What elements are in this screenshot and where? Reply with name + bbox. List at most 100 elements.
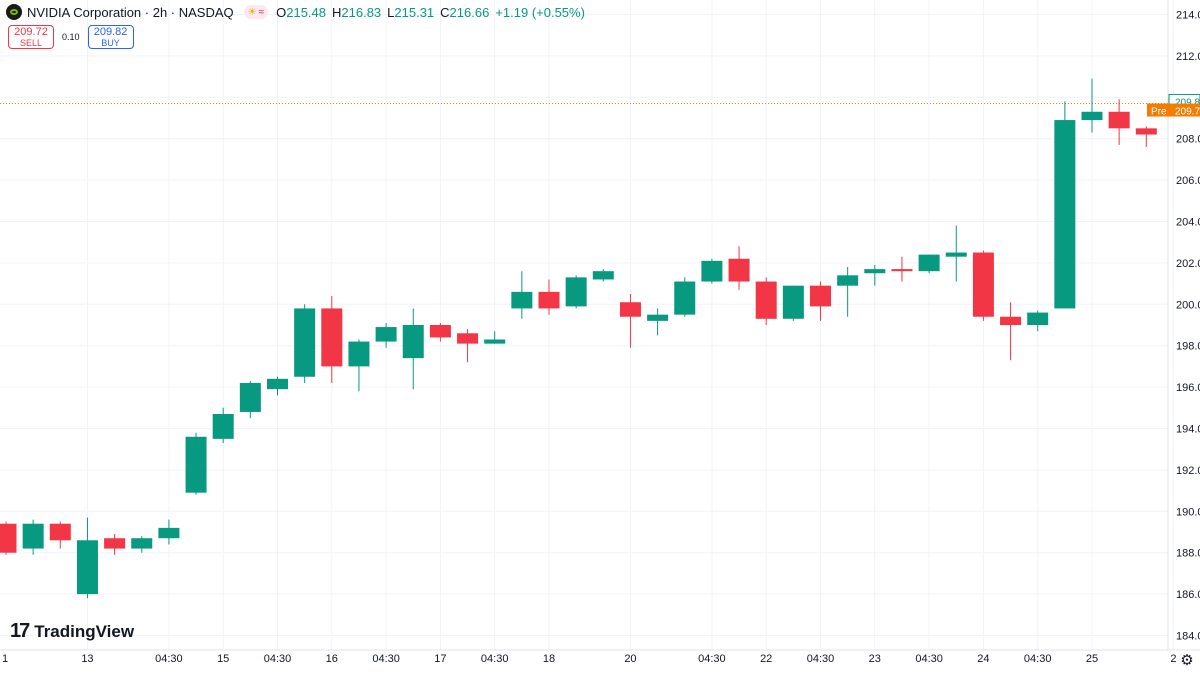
x-tick-label: 22 <box>760 653 772 665</box>
candle-body <box>1000 316 1022 325</box>
candle-body <box>538 291 560 309</box>
sell-button[interactable]: 209.72 SELL <box>8 25 54 49</box>
candle-body <box>565 277 587 307</box>
candle-body <box>185 436 207 493</box>
x-tick-label: 04:30 <box>1024 653 1052 665</box>
sell-label: SELL <box>19 37 43 48</box>
candle-body <box>1108 111 1130 129</box>
y-tick-label: 192.0 <box>1176 465 1200 477</box>
x-tick-label: 04:30 <box>155 653 183 665</box>
buy-price: 209.82 <box>93 25 128 38</box>
price-change: +1.19 (+0.55%) <box>495 4 585 20</box>
wave-icon: ≈ <box>258 6 265 18</box>
candle-body <box>1135 128 1157 135</box>
candle-body <box>1054 120 1076 309</box>
candle-body <box>918 254 940 272</box>
candle-body <box>647 314 669 321</box>
tradingview-logo-icon: 17 <box>10 620 30 642</box>
candle-body <box>837 275 859 286</box>
ohlc-values: O215.48 H216.83 L215.31 C216.66 +1.19 (+… <box>276 5 585 20</box>
y-tick-label: 198.0 <box>1176 341 1200 353</box>
candle-body <box>1081 111 1103 121</box>
y-tick-label: 206.0 <box>1176 175 1200 187</box>
x-tick-label: 04:30 <box>915 653 943 665</box>
tradingview-logo-text: TradingView <box>34 621 135 641</box>
candle-body <box>511 291 533 309</box>
candle-body <box>457 333 479 344</box>
candle-body <box>131 538 153 549</box>
candle-body <box>972 252 994 317</box>
x-tick-label: 15 <box>217 653 229 665</box>
candle-body <box>891 269 913 272</box>
candle-body <box>755 281 777 319</box>
pre-market-price-label: 209.7 <box>1175 107 1200 118</box>
candle-body <box>484 339 506 344</box>
y-tick-label: 194.0 <box>1176 424 1200 436</box>
market-status-badge[interactable]: ☀ ≈ <box>243 5 269 19</box>
nvidia-logo-icon <box>6 4 22 20</box>
ohlc-low: L215.31 <box>387 4 435 20</box>
candle-body <box>674 281 696 315</box>
tradingview-watermark[interactable]: 17 TradingView <box>10 620 134 643</box>
candle-body <box>294 308 316 377</box>
candle-body <box>701 260 723 282</box>
x-tick-label: 20 <box>624 653 636 665</box>
candle-body <box>810 285 831 307</box>
pre-market-badge <box>1147 103 1169 117</box>
symbol-title[interactable]: NVIDIA Corporation · 2h · NASDAQ <box>27 4 234 20</box>
candle-body <box>375 327 397 342</box>
candle-body <box>212 414 234 439</box>
candle-body <box>864 269 886 274</box>
sell-price: 209.72 <box>14 25 48 38</box>
x-tick-label: 1 <box>2 653 8 665</box>
x-tick-label: 17 <box>434 653 446 665</box>
y-tick-label: 214.0 <box>1176 9 1200 21</box>
candle-body <box>945 252 967 257</box>
x-tick-label: 18 <box>543 653 555 665</box>
pre-market-badge-label: Pre <box>1151 107 1167 118</box>
candle-body <box>782 285 804 319</box>
y-tick-label: 204.0 <box>1176 216 1200 228</box>
candle-body <box>76 540 98 595</box>
spread-value: 0.10 <box>62 32 80 42</box>
x-tick-label: 2 <box>1170 653 1176 665</box>
y-tick-label: 202.0 <box>1176 258 1200 270</box>
candle-body <box>402 325 424 359</box>
candle-body <box>239 382 261 412</box>
x-tick-label: 04:30 <box>481 653 509 665</box>
x-tick-label: 04:30 <box>372 653 400 665</box>
x-tick-label: 23 <box>869 653 881 665</box>
candle-body <box>728 258 750 282</box>
candle-body <box>321 308 343 367</box>
x-tick-label: 04:30 <box>807 653 835 665</box>
gear-icon[interactable]: ⚙ <box>1180 652 1194 669</box>
y-tick-label: 190.0 <box>1176 506 1200 518</box>
x-tick-label: 25 <box>1086 653 1098 665</box>
candle-body <box>348 341 370 367</box>
candle-body <box>158 527 180 539</box>
y-tick-label: 200.0 <box>1176 299 1200 311</box>
x-tick-label: 04:30 <box>264 653 292 665</box>
chart-legend: NVIDIA Corporation · 2h · NASDAQ ☀ ≈ O21… <box>6 4 585 20</box>
candle-body <box>0 523 17 553</box>
pre-market-price-tag <box>1169 103 1200 117</box>
ohlc-open: O215.48 <box>276 4 326 20</box>
y-tick-label: 196.0 <box>1176 382 1200 394</box>
sun-icon: ☀ <box>247 6 257 18</box>
x-tick-label: 24 <box>977 653 989 665</box>
y-tick-label: 186.0 <box>1176 589 1200 601</box>
y-tick-label: 188.0 <box>1176 548 1200 560</box>
candle-body <box>49 523 71 541</box>
candle-body <box>619 302 641 317</box>
ohlc-close: C216.66 <box>440 4 490 20</box>
y-tick-label: 208.0 <box>1176 134 1200 146</box>
ohlc-high: H216.83 <box>332 4 382 20</box>
x-tick-label: 16 <box>326 653 338 665</box>
trade-panel: 209.72 SELL 0.10 209.82 BUY <box>8 25 134 49</box>
y-tick-label: 184.0 <box>1176 631 1200 643</box>
buy-button[interactable]: 209.82 BUY <box>87 25 134 49</box>
buy-label: BUY <box>101 37 120 48</box>
candle-body <box>267 378 288 390</box>
candle-body <box>22 523 44 549</box>
